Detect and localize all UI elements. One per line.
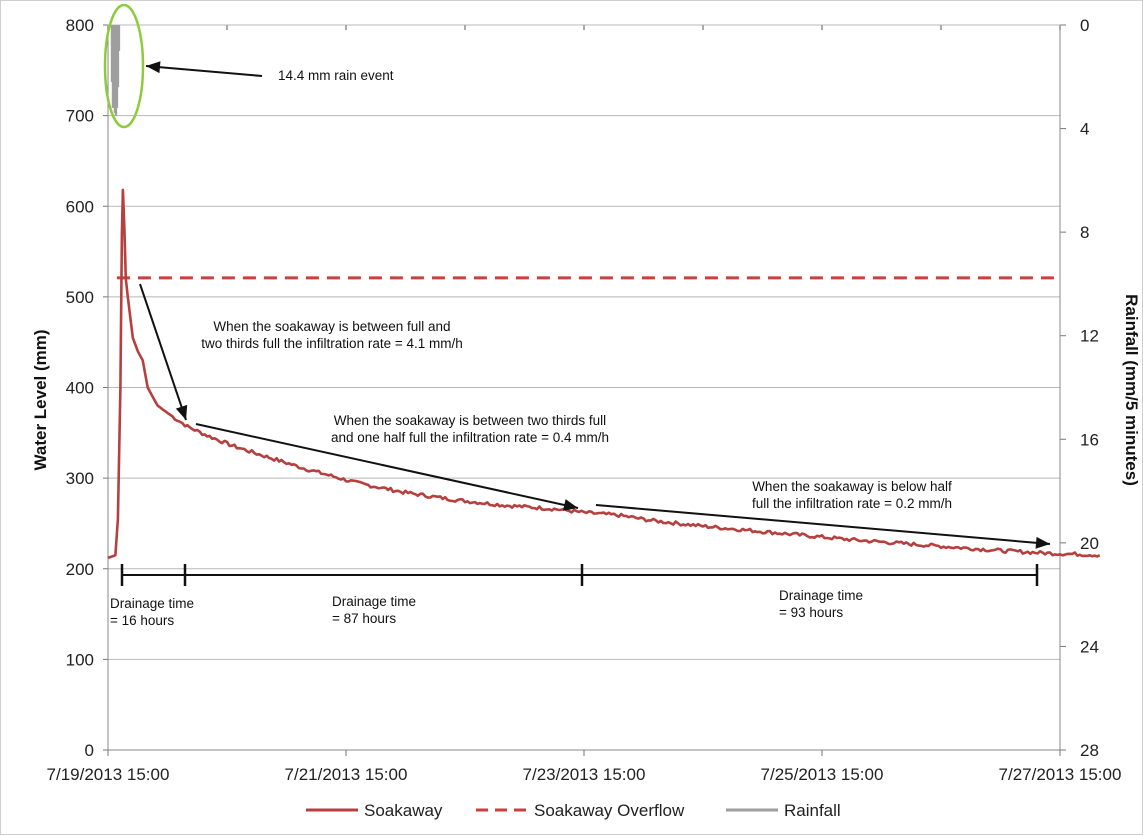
phase2-arrow bbox=[195, 423, 579, 509]
y2-axis-title: Rainfall (mm/5 minutes) bbox=[1122, 294, 1141, 486]
x-tick-label: 7/21/2013 15:00 bbox=[285, 765, 408, 784]
x-tick-label: 7/19/2013 15:00 bbox=[47, 765, 170, 784]
rain-event-arrow-head bbox=[146, 61, 161, 74]
y-tick-label: 100 bbox=[66, 650, 94, 669]
y-tick-label: 0 bbox=[85, 741, 94, 760]
rain-event-highlight-circle bbox=[103, 3, 145, 129]
x-tick-label: 7/27/2013 15:00 bbox=[999, 765, 1122, 784]
y2-tick-label: 12 bbox=[1080, 327, 1099, 346]
y-tick-label: 600 bbox=[66, 197, 94, 216]
rain-event-label: 14.4 mm rain event bbox=[278, 68, 394, 83]
left-y-tick-labels: 0 100 200 300 400 500 600 700 800 bbox=[66, 16, 94, 760]
y-axis-title: Water Level (mm) bbox=[31, 329, 50, 470]
y2-tick-label: 20 bbox=[1080, 534, 1099, 553]
y2-tick-label: 4 bbox=[1080, 120, 1089, 139]
y-tick-label: 800 bbox=[66, 16, 94, 35]
annotations: 14.4 mm rain event When the soakaway is b… bbox=[139, 61, 1051, 549]
legend: Soakaway Soakaway Overflow Rainfall bbox=[306, 801, 841, 820]
phase3-arrow-head bbox=[1035, 536, 1050, 549]
phase1-label: When the soakaway is between full and bbox=[213, 319, 450, 334]
rain-event-arrow bbox=[145, 65, 263, 77]
soakaway-line bbox=[107, 188, 1101, 560]
rainfall-bars bbox=[110, 25, 121, 116]
drainage-time-label-3: Drainage time bbox=[779, 588, 863, 603]
phase2-label: When the soakaway is between two thirds … bbox=[334, 413, 606, 428]
drainage-time-label-2: Drainage time bbox=[332, 594, 416, 609]
phase1-arrow-head bbox=[175, 404, 188, 420]
x-tick-label: 7/25/2013 15:00 bbox=[761, 765, 884, 784]
y2-tick-label: 16 bbox=[1080, 430, 1099, 449]
drainage-time-label-2: = 87 hours bbox=[332, 611, 396, 626]
phase2-label: and one half full the infiltration rate … bbox=[331, 430, 609, 445]
legend-overflow-label: Soakaway Overflow bbox=[534, 801, 685, 820]
drainage-time-label-1: = 16 hours bbox=[110, 613, 174, 628]
y-tick-label: 200 bbox=[66, 560, 94, 579]
right-y-tick-labels: 0 4 8 12 16 20 24 28 bbox=[1080, 16, 1099, 760]
drainage-time-markers: Drainage time = 16 hours Drainage time = 87… bbox=[110, 564, 1039, 628]
phase1-label: two thirds full the infiltration rate = … bbox=[201, 336, 463, 351]
phase3-label: When the soakaway is below half bbox=[752, 479, 952, 494]
y2-tick-label: 24 bbox=[1080, 637, 1099, 656]
legend-soakaway-label: Soakaway bbox=[364, 801, 443, 820]
x-tick-labels: 7/19/2013 15:00 7/21/2013 15:00 7/23/2013 … bbox=[47, 765, 1122, 784]
drainage-time-label-1: Drainage time bbox=[110, 596, 194, 611]
y2-tick-label: 8 bbox=[1080, 223, 1089, 242]
phase1-arrow bbox=[139, 283, 187, 421]
drainage-time-label-3: = 93 hours bbox=[779, 605, 843, 620]
y2-tick-label: 28 bbox=[1080, 741, 1099, 760]
x-tick-label: 7/23/2013 15:00 bbox=[523, 765, 646, 784]
phase2-arrow-head bbox=[563, 499, 578, 511]
y-tick-label: 700 bbox=[66, 107, 94, 126]
legend-rainfall-label: Rainfall bbox=[784, 801, 841, 820]
y-tick-label: 500 bbox=[66, 288, 94, 307]
phase3-arrow bbox=[595, 504, 1051, 545]
axes bbox=[103, 24, 1066, 756]
phase3-label: full the infiltration rate = 0.2 mm/h bbox=[752, 496, 952, 511]
y-tick-label: 300 bbox=[66, 469, 94, 488]
y2-tick-label: 0 bbox=[1080, 16, 1089, 35]
y-tick-label: 400 bbox=[66, 379, 94, 398]
